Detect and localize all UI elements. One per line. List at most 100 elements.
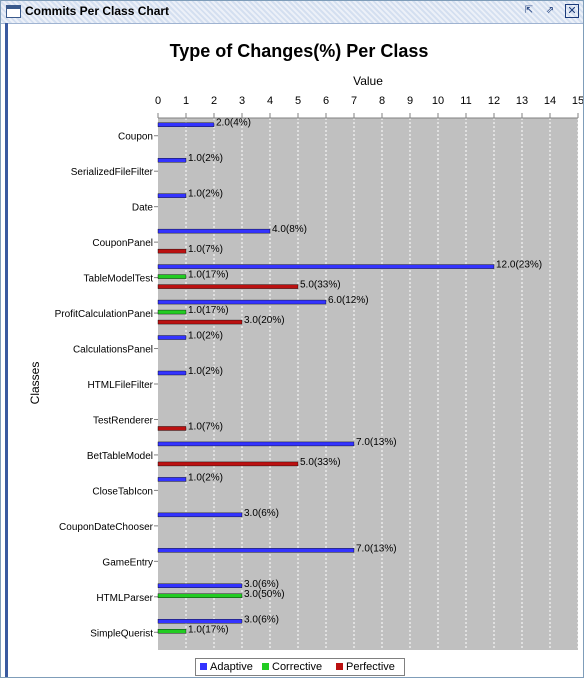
x-tick-label: 10	[432, 95, 444, 107]
x-tick-label: 15	[572, 95, 583, 107]
data-label: 3.0(20%)	[244, 315, 285, 326]
data-label: 3.0(6%)	[244, 614, 279, 625]
grid	[185, 118, 579, 650]
data-label: 6.0(12%)	[328, 295, 369, 306]
category-label: TableModelTest	[84, 274, 154, 285]
data-label: 1.0(17%)	[188, 624, 229, 635]
bar-perfective	[157, 284, 299, 289]
legend-label-corrective: Corrective	[272, 661, 323, 673]
bar-chart: Type of Changes(%) Per Class Value Class…	[28, 41, 583, 650]
legend-swatch-corrective	[262, 663, 269, 670]
legend-swatch-adaptive	[200, 663, 207, 670]
category-label: Coupon	[118, 132, 153, 143]
data-label: 2.0(4%)	[216, 118, 251, 129]
data-label: 3.0(6%)	[244, 579, 279, 590]
data-label: 1.0(2%)	[188, 331, 223, 342]
data-label: 1.0(2%)	[188, 189, 223, 200]
legend-item-perfective: Perfective	[336, 659, 395, 675]
legend: Adaptive Corrective Perfective	[195, 658, 405, 676]
x-tick-label: 5	[295, 95, 301, 107]
x-tick-label: 11	[460, 95, 471, 107]
bar-adaptive	[157, 335, 187, 340]
category-label: CloseTabIcon	[92, 486, 153, 497]
data-label: 1.0(17%)	[188, 305, 229, 316]
bar-adaptive	[157, 441, 355, 447]
data-label: 1.0(2%)	[188, 472, 223, 483]
bar-perfective	[157, 319, 243, 325]
data-label: 12.0(23%)	[496, 260, 542, 271]
window-title: Commits Per Class Chart	[25, 4, 170, 18]
bar-adaptive	[157, 193, 187, 198]
chart-title: Type of Changes(%) Per Class	[170, 41, 429, 61]
window-icon	[6, 5, 21, 18]
bar-adaptive	[157, 157, 187, 163]
category-label: SimpleQuerist	[90, 628, 153, 639]
x-tick-label: 14	[544, 95, 556, 107]
data-label: 1.0(7%)	[188, 421, 223, 432]
bar-adaptive	[157, 264, 495, 269]
legend-label-perfective: Perfective	[346, 661, 395, 673]
x-tick-label: 12	[488, 95, 500, 107]
maximize-icon[interactable]: ⇗	[545, 5, 555, 16]
x-axis-label: Value	[353, 74, 383, 88]
bar-corrective	[157, 629, 187, 634]
x-tick-label: 6	[323, 95, 329, 107]
data-label: 1.0(2%)	[188, 153, 223, 164]
x-tick-label: 4	[267, 95, 273, 107]
window-titlebar[interactable]: Commits Per Class Chart ⇱ ⇗ ✕	[1, 1, 583, 24]
x-tick-label: 7	[351, 95, 357, 107]
window-left-border	[5, 23, 8, 677]
bar-adaptive	[157, 548, 355, 553]
bar-adaptive	[157, 619, 243, 624]
category-label: HTMLParser	[96, 593, 153, 604]
data-label: 7.0(13%)	[356, 543, 397, 554]
legend-label-adaptive: Adaptive	[210, 661, 253, 673]
plot-area	[158, 118, 578, 650]
category-label: GameEntry	[102, 557, 153, 568]
x-tick-label: 8	[379, 95, 385, 107]
category-labels: Coupon SerializedFileFilter Date CouponPane…	[55, 132, 158, 639]
category-label: Date	[132, 203, 154, 214]
category-label: CouponPanel	[92, 238, 153, 249]
bars: 2.0(4%) 1.0(2%) 1.0(2%) 4.0(8%) 1.0(7%) 12.0(…	[157, 118, 542, 635]
category-label: ProfitCalculationPanel	[55, 309, 153, 320]
category-label: HTMLFileFilter	[87, 380, 153, 391]
bar-adaptive	[157, 512, 243, 518]
data-label: 7.0(13%)	[356, 437, 397, 448]
category-label: SerializedFileFilter	[71, 167, 154, 178]
data-label: 5.0(33%)	[300, 280, 341, 291]
x-tick-label: 9	[407, 95, 413, 107]
data-label: 5.0(33%)	[300, 457, 341, 468]
category-label: CalculationsPanel	[73, 345, 153, 356]
data-label: 1.0(2%)	[188, 366, 223, 377]
bar-adaptive	[157, 370, 187, 376]
bar-corrective	[157, 309, 187, 315]
legend-item-corrective: Corrective	[262, 659, 322, 675]
bar-perfective	[157, 461, 299, 467]
data-label: 3.0(6%)	[244, 508, 279, 519]
category-label: TestRenderer	[93, 415, 154, 426]
x-tick-label: 0	[155, 95, 161, 107]
category-label: CouponDateChooser	[59, 522, 154, 533]
x-ticks: 0 1 2 3 4 5 6 7 8 9 10 11 12 13 14 15	[155, 95, 583, 119]
data-label: 4.0(8%)	[272, 224, 307, 235]
bar-corrective	[157, 593, 243, 598]
data-label: 1.0(17%)	[188, 270, 229, 281]
bar-adaptive	[157, 583, 243, 588]
legend-swatch-perfective	[336, 663, 343, 670]
category-label: BetTableModel	[87, 451, 153, 462]
y-axis-label: Classes	[28, 362, 42, 405]
x-tick-label: 2	[211, 95, 217, 107]
bar-adaptive	[157, 477, 187, 482]
restore-icon[interactable]: ⇱	[524, 5, 534, 16]
bar-perfective	[157, 426, 187, 431]
bar-corrective	[157, 274, 187, 279]
bar-adaptive	[157, 299, 327, 305]
data-label: 3.0(50%)	[244, 589, 285, 600]
legend-item-adaptive: Adaptive	[200, 659, 253, 675]
close-icon[interactable]: ✕	[565, 4, 579, 18]
bar-adaptive	[157, 122, 215, 127]
bar-perfective	[157, 248, 187, 254]
x-tick-label: 3	[239, 95, 245, 107]
